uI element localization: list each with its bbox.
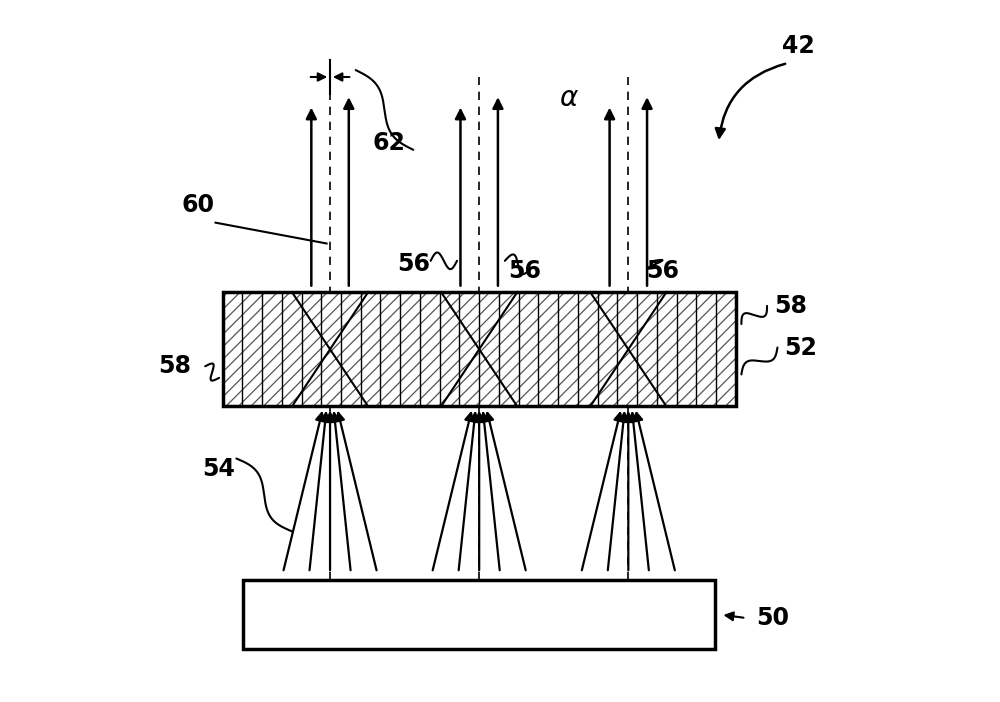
Text: 60: 60	[182, 193, 215, 218]
Text: 50: 50	[757, 606, 790, 630]
Text: 58: 58	[774, 294, 807, 318]
Text: 58: 58	[158, 355, 191, 378]
Bar	[223, 292, 736, 406]
Text: $\alpha$: $\alpha$	[559, 84, 579, 112]
Text: 54: 54	[203, 457, 236, 481]
Text: 42: 42	[782, 34, 815, 58]
Text: 56: 56	[397, 252, 430, 277]
Text: 56: 56	[647, 259, 680, 283]
Text: 52: 52	[784, 336, 817, 359]
Bar	[243, 580, 715, 649]
Text: 62: 62	[373, 131, 405, 155]
Bar	[223, 292, 736, 406]
Text: 56: 56	[508, 259, 541, 283]
